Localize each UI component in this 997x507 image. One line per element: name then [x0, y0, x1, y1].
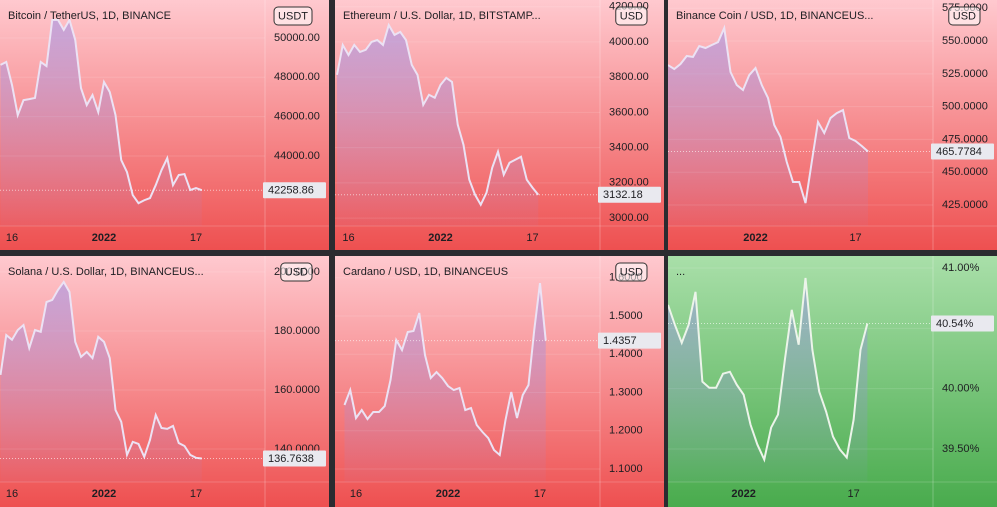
chart-title: Bitcoin / TetherUS, 1D, BINANCE — [8, 10, 171, 22]
y-tick-label: 48000.00 — [274, 71, 320, 83]
x-tick-label: 2022 — [743, 232, 767, 244]
x-tick-label: 2022 — [92, 232, 116, 244]
x-tick-label: 16 — [6, 232, 18, 244]
currency-label: USD — [620, 10, 643, 22]
chart-panel: 3000.00 3200.00 3400.00 3600.00 3800.00 4000.… — [335, 0, 664, 250]
y-tick-label: 3600.00 — [609, 106, 649, 118]
last-price-label: 42258.86 — [268, 185, 314, 197]
chart-panel: 425.0000 450.0000 475.0000 500.0000 525.0000… — [668, 0, 997, 250]
x-tick-label: 17 — [526, 232, 538, 244]
last-price-box — [263, 450, 326, 467]
area-fill — [668, 27, 868, 226]
last-price-label: 3132.18 — [603, 189, 643, 201]
currency-badge — [273, 6, 313, 26]
currency-label: USDT — [278, 10, 308, 22]
y-tick-label: 160.0000 — [274, 384, 320, 396]
area-fill — [337, 25, 539, 226]
x-tick-label: 2022 — [428, 232, 452, 244]
y-tick-label: 3800.00 — [609, 71, 649, 83]
last-price-label: 1.4357 — [603, 335, 637, 347]
last-price-box — [931, 143, 994, 160]
currency-badge — [615, 6, 648, 26]
x-tick-label: 17 — [190, 488, 202, 500]
currency-badge — [615, 262, 648, 282]
chart-title: ... — [676, 266, 685, 278]
last-price-box — [598, 186, 661, 203]
y-tick-label: 500.0000 — [942, 101, 988, 113]
y-tick-label: 1.2000 — [609, 425, 643, 437]
price-line — [0, 280, 202, 460]
chart-panel: 39.50%40.00%40.50%41.00%20221740.54%... — [668, 256, 997, 507]
y-tick-label: 46000.00 — [274, 111, 320, 123]
chart-title: Binance Coin / USD, 1D, BINANCEUS... — [676, 10, 873, 22]
price-line — [668, 277, 869, 463]
y-tick-label: 1.3000 — [609, 386, 643, 398]
area-fill — [0, 19, 202, 226]
chart-panel: 140.0000160.0000180.0000200.000016202217… — [0, 256, 329, 507]
y-tick-label: 475.0000 — [942, 133, 988, 145]
chart-title: Ethereum / U.S. Dollar, 1D, BITSTAMP... — [343, 10, 541, 22]
price-line — [668, 24, 869, 204]
y-tick-label: 41.00% — [942, 262, 980, 274]
last-price-label: 465.7784 — [936, 146, 982, 158]
x-tick-label: 2022 — [731, 488, 755, 500]
y-tick-label: 180.0000 — [274, 325, 320, 337]
x-tick-label: 16 — [350, 488, 362, 500]
price-line — [336, 22, 540, 207]
price-line — [343, 283, 547, 457]
area-fill — [668, 277, 868, 482]
x-tick-label: 2022 — [436, 488, 460, 500]
y-tick-label: 4000.00 — [609, 36, 649, 48]
y-tick-label: 3000.00 — [609, 212, 649, 224]
last-price-box — [598, 332, 661, 349]
chart-panel: 1.10001.20001.30001.40001.50001.60001620… — [335, 256, 664, 507]
y-tick-label: 40.00% — [942, 383, 980, 395]
currency-badge — [280, 262, 313, 282]
y-tick-label: 3400.00 — [609, 142, 649, 154]
y-tick-label: 550.0000 — [942, 35, 988, 47]
x-tick-label: 17 — [190, 232, 202, 244]
x-tick-label: 16 — [6, 488, 18, 500]
y-tick-label: 1.1000 — [609, 463, 643, 475]
y-tick-label: 39.50% — [942, 443, 980, 455]
x-tick-label: 17 — [849, 232, 861, 244]
y-tick-label: 1.5000 — [609, 310, 643, 322]
last-price-box — [931, 315, 994, 332]
x-tick-label: 17 — [534, 488, 546, 500]
currency-label: USD — [953, 10, 976, 22]
last-price-label: 136.7638 — [268, 453, 314, 465]
currency-label: USD — [285, 266, 308, 278]
y-tick-label: 50000.00 — [274, 32, 320, 44]
currency-label: USD — [620, 266, 643, 278]
y-tick-label: 44000.00 — [274, 150, 320, 162]
chart-title: Solana / U.S. Dollar, 1D, BINANCEUS... — [8, 266, 204, 278]
last-price-box — [263, 182, 326, 199]
last-price-label: 40.54% — [936, 318, 974, 330]
chart-panel: 44000.00 46000.00 48000.00 50000.00 16 2022 17… — [0, 0, 329, 250]
y-tick-label: 1.4000 — [609, 348, 643, 360]
currency-badge — [948, 6, 981, 26]
y-tick-label: 425.0000 — [942, 199, 988, 211]
y-tick-label: 525.0000 — [942, 68, 988, 80]
chart-title: Cardano / USD, 1D, BINANCEUS — [343, 266, 508, 278]
x-tick-label: 17 — [848, 488, 860, 500]
area-fill — [0, 281, 202, 482]
y-tick-label: 3200.00 — [609, 177, 649, 189]
x-tick-label: 2022 — [92, 488, 116, 500]
y-tick-label: 450.0000 — [942, 166, 988, 178]
x-tick-label: 16 — [342, 232, 354, 244]
price-line — [0, 17, 203, 205]
